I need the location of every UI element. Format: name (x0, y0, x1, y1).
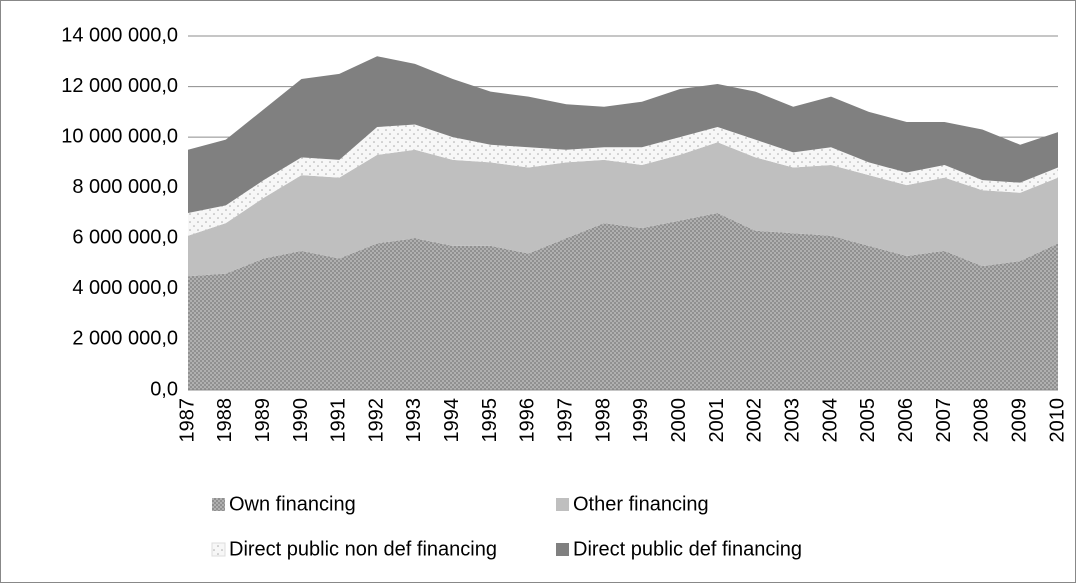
x-tick-label: 1996 (517, 398, 539, 443)
legend-swatch (212, 498, 225, 511)
x-tick-label: 1991 (328, 398, 350, 443)
legend-label: Own financing (229, 493, 356, 515)
y-tick-label: 4 000 000,0 (72, 277, 178, 299)
y-tick-label: 12 000 000,0 (61, 75, 178, 97)
legend-swatch (556, 543, 569, 556)
legend-label: Direct public def financing (573, 538, 802, 560)
area (188, 56, 1058, 213)
x-tick-label: 1989 (252, 398, 274, 443)
x-tick-label: 1997 (555, 398, 577, 443)
x-tick-label: 1995 (479, 398, 501, 443)
legend-label: Direct public non def financing (229, 538, 497, 560)
y-tick-label: 14 000 000,0 (61, 24, 178, 46)
x-tick-label: 2010 (1046, 398, 1068, 443)
x-tick-label: 1993 (403, 398, 425, 443)
x-tick-label: 2008 (971, 398, 993, 443)
y-tick-label: 0,0 (150, 378, 178, 400)
x-tick-label: 1990 (290, 398, 312, 443)
area (188, 142, 1058, 277)
x-tick-label: 1999 (630, 398, 652, 443)
area (188, 124, 1058, 236)
legend-swatch (556, 498, 569, 511)
x-tick-label: 2004 (819, 398, 841, 443)
x-tick-label: 2000 (668, 398, 690, 443)
x-tick-label: 1992 (365, 398, 387, 443)
x-tick-label: 2002 (744, 398, 766, 443)
x-tick-label: 2003 (781, 398, 803, 443)
y-tick-label: 10 000 000,0 (61, 125, 178, 147)
x-tick-label: 2001 (706, 398, 728, 443)
x-tick-label: 1988 (214, 398, 236, 443)
x-tick-label: 2009 (1008, 398, 1030, 443)
y-tick-label: 8 000 000,0 (72, 176, 178, 198)
y-tick-label: 2 000 000,0 (72, 328, 178, 350)
x-tick-label: 2005 (857, 398, 879, 443)
area (188, 213, 1058, 390)
x-tick-label: 2006 (895, 398, 917, 443)
x-tick-label: 2007 (933, 398, 955, 443)
x-tick-label: 1998 (592, 398, 614, 443)
legend-label: Other financing (573, 493, 709, 515)
legend-swatch (211, 542, 226, 557)
x-tick-label: 1994 (441, 398, 463, 443)
x-tick-label: 1987 (176, 398, 198, 443)
y-tick-label: 6 000 000,0 (72, 227, 178, 249)
